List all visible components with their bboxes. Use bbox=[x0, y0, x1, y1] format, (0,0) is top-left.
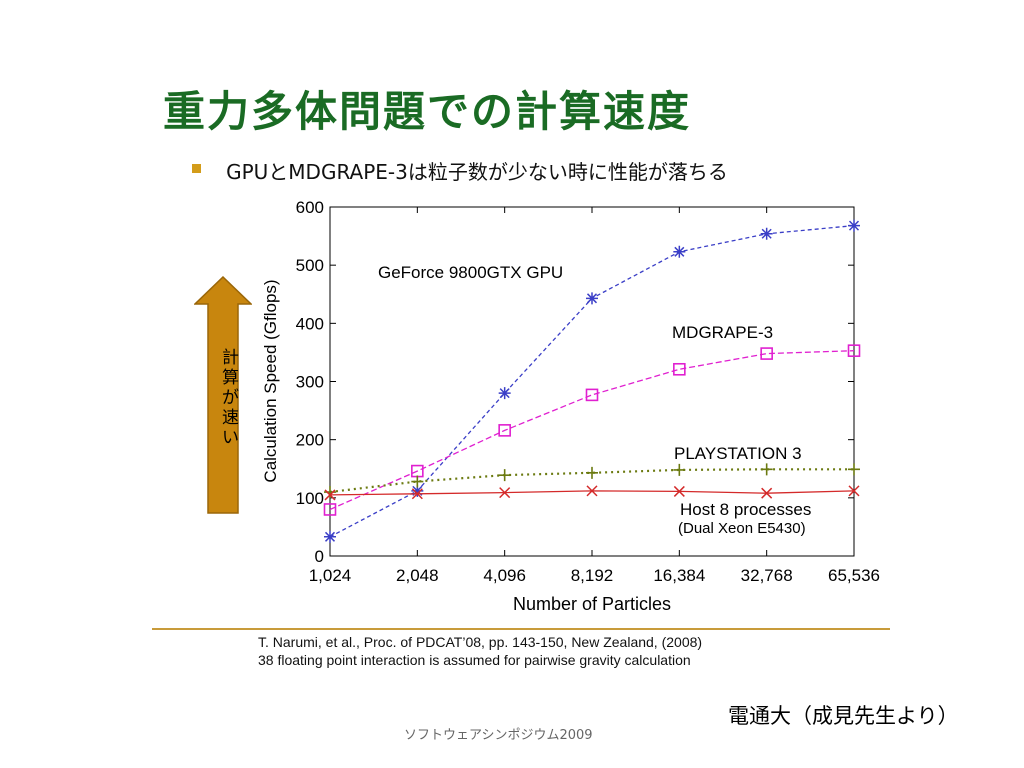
data-point-square bbox=[760, 347, 773, 360]
y-tick-label: 500 bbox=[296, 256, 324, 275]
up-arrow-icon bbox=[194, 276, 252, 514]
data-point-plus bbox=[760, 463, 773, 476]
data-point-asterisk bbox=[760, 227, 773, 240]
y-tick-label: 200 bbox=[296, 431, 324, 450]
slide-footer: ソフトウェアシンポジウム2009 bbox=[404, 728, 593, 743]
data-point-square bbox=[323, 503, 337, 516]
annotation-mdgrape: MDGRAPE-3 bbox=[672, 323, 773, 342]
x-tick-label: 1,024 bbox=[309, 566, 352, 585]
data-point-asterisk bbox=[498, 387, 511, 400]
data-point-plus bbox=[411, 475, 424, 488]
arrow-label: 計算が速い bbox=[222, 348, 239, 448]
reference-line-1: T. Narumi, et al., Proc. of PDCAT’08, pp… bbox=[258, 634, 703, 650]
data-point-asterisk bbox=[673, 245, 686, 258]
slide-title: 重力多体問題での計算速度 bbox=[163, 87, 692, 136]
data-point-plus bbox=[586, 466, 598, 479]
data-point-plus bbox=[848, 463, 860, 476]
x-axis-label: Number of Particles bbox=[513, 594, 671, 614]
data-point-plus bbox=[324, 486, 336, 499]
data-point-square bbox=[673, 362, 686, 376]
data-point-plus bbox=[498, 469, 511, 482]
reference-line-2: 38 floating point interaction is assumed… bbox=[258, 652, 691, 668]
x-tick-label: 2,048 bbox=[396, 566, 439, 585]
bullet-square-icon bbox=[192, 164, 201, 173]
data-point-x bbox=[411, 488, 423, 500]
annotation-ps3: PLAYSTATION 3 bbox=[674, 444, 802, 463]
data-point-square bbox=[847, 344, 861, 357]
data-point-plus bbox=[673, 463, 686, 476]
x-tick-label: 16,384 bbox=[653, 566, 705, 585]
bullet-text: GPUとMDGRAPE-3は粒子数が少ない時に性能が落ちる bbox=[226, 160, 728, 184]
x-tick-label: 65,536 bbox=[828, 566, 880, 585]
credit-text: 電通大（成見先生より） bbox=[728, 704, 959, 728]
data-point-square bbox=[585, 388, 599, 402]
x-tick-label: 8,192 bbox=[571, 566, 614, 585]
y-tick-label: 400 bbox=[296, 314, 324, 333]
x-tick-label: 32,768 bbox=[741, 566, 793, 585]
series-line-1 bbox=[329, 350, 855, 511]
data-point-asterisk bbox=[324, 530, 336, 543]
data-point-x bbox=[673, 485, 685, 497]
data-point-asterisk bbox=[411, 484, 424, 497]
y-tick-label: 600 bbox=[296, 198, 324, 217]
x-tick-label: 4,096 bbox=[483, 566, 526, 585]
data-point-square bbox=[498, 424, 511, 437]
data-point-x bbox=[586, 485, 598, 497]
data-point-x bbox=[761, 487, 773, 499]
bullet-point: GPUとMDGRAPE-3は粒子数が少ない時に性能が落ちる bbox=[192, 156, 728, 185]
annotation-host: Host 8 processes bbox=[680, 500, 811, 519]
y-tick-label: 0 bbox=[315, 547, 324, 566]
y-axis-label: Calculation Speed (Gflops) bbox=[261, 279, 280, 482]
footer-divider bbox=[152, 628, 890, 630]
data-point-asterisk bbox=[848, 219, 860, 232]
annotation-gpu: GeForce 9800GTX GPU bbox=[378, 263, 563, 282]
data-point-x bbox=[848, 485, 860, 497]
data-point-x bbox=[499, 487, 511, 499]
annotation-host-detail: (Dual Xeon E5430) bbox=[678, 520, 806, 537]
data-point-asterisk bbox=[586, 292, 598, 305]
y-tick-label: 100 bbox=[296, 489, 324, 508]
data-point-x bbox=[324, 489, 336, 501]
y-tick-label: 300 bbox=[296, 373, 324, 392]
